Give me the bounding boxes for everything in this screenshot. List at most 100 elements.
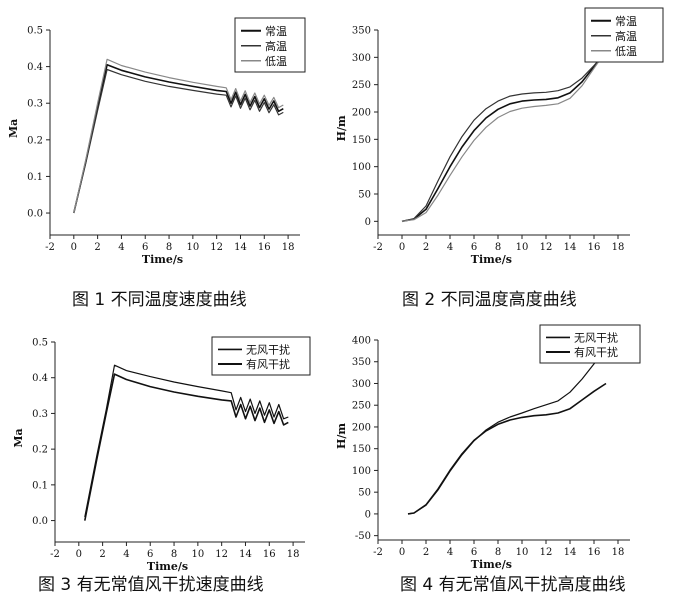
caption-fig3: 图 3 有无常值风干扰速度曲线: [38, 575, 264, 595]
y-tick-label: 300: [352, 379, 371, 390]
legend-box: [211, 336, 311, 376]
legend-label: 常温: [615, 15, 637, 28]
legend-box: [539, 324, 641, 364]
series-line-3: [401, 54, 605, 222]
x-tick-label: 2: [423, 242, 429, 253]
x-axis-label: Time/s: [147, 560, 188, 573]
y-tick-label: 50: [358, 190, 371, 201]
series-line-2: [401, 54, 605, 222]
legend-label: 高温: [615, 29, 637, 43]
y-tick-label: 0.1: [27, 172, 43, 183]
x-tick-label: 12: [215, 549, 228, 560]
x-tick-label: 6: [471, 242, 477, 253]
y-tick-label: 0.5: [32, 338, 48, 349]
legend-label: 低温: [615, 45, 637, 58]
legend-label: 有风干扰: [574, 345, 618, 359]
y-tick-label: 0.1: [32, 480, 48, 491]
x-tick-label: 12: [210, 242, 223, 253]
x-tick-label: 6: [142, 242, 148, 253]
x-tick-label: 16: [258, 242, 271, 253]
y-tick-label: 0.2: [27, 135, 43, 146]
x-tick-label: -2: [373, 547, 383, 558]
x-tick-label: 14: [564, 547, 577, 558]
legend-label: 低温: [265, 55, 287, 68]
chart-2: -2 0 2 4 6 8 10 12 14 16 18 0 50 100 150 200 250 300 350 Ti…: [335, 7, 664, 266]
x-tick-label: 8: [171, 549, 177, 560]
y-axis-label: Ma: [12, 428, 25, 447]
x-tick-label: 8: [166, 242, 172, 253]
x-tick-label: 0: [71, 242, 77, 253]
series-line-2: [84, 373, 289, 521]
caption-fig2: 图 2 不同温度高度曲线: [402, 290, 577, 310]
x-tick-label: 16: [588, 547, 601, 558]
y-tick-label: 50: [358, 488, 371, 499]
series-line-2: [407, 382, 607, 515]
chart-3: -2 0 2 4 6 8 10 12 14 16 18 0.0 0.1 0.2 0.3 0.4 0.5 Time/…: [12, 336, 311, 573]
x-tick-label: 10: [191, 549, 204, 560]
y-tick-label: 150: [352, 135, 371, 146]
y-tick-label: 350: [352, 26, 371, 37]
x-tick-label: 18: [612, 547, 625, 558]
y-tick-label: 200: [352, 422, 371, 433]
y-tick-label: 0.3: [32, 409, 48, 420]
legend-label: 常温: [265, 25, 287, 38]
x-tick-label: 12: [540, 242, 553, 253]
x-tick-label: 18: [287, 549, 300, 560]
x-tick-label: 4: [123, 549, 129, 560]
y-tick-label: 0: [365, 217, 371, 228]
y-axis-label: H/m: [335, 115, 348, 141]
legend-label: 无风干扰: [246, 342, 290, 356]
x-tick-label: 10: [516, 547, 529, 558]
y-tick-label: 0.0: [32, 516, 48, 527]
x-tick-label: 12: [540, 547, 553, 558]
x-tick-label: 4: [447, 242, 453, 253]
legend-label: 无风干扰: [574, 330, 618, 344]
series-line-1: [73, 64, 284, 214]
series-line-3: [73, 58, 284, 214]
y-tick-label: 0.0: [27, 209, 43, 220]
series-line-2: [73, 68, 284, 214]
x-tick-label: -2: [45, 242, 55, 253]
y-tick-label: 300: [352, 53, 371, 64]
x-tick-label: 8: [495, 547, 501, 558]
x-tick-label: 16: [588, 242, 601, 253]
y-tick-label: 0.2: [32, 445, 48, 456]
legend-label: 高温: [265, 39, 287, 53]
x-tick-label: 14: [564, 242, 577, 253]
y-tick-label: 100: [352, 162, 371, 173]
x-tick-label: 14: [234, 242, 247, 253]
series-line-1: [84, 364, 289, 518]
y-axis-label: H/m: [335, 423, 348, 449]
y-tick-label: 250: [352, 401, 371, 412]
y-tick-label: 200: [352, 108, 371, 119]
chart-1: -2 0 2 4 6 8 10 12 14 16 18 0.0 0.1 0.2 0.3 0.4 0.5 Time/…: [7, 17, 306, 266]
x-tick-label: 0: [399, 242, 405, 253]
x-tick-label: 8: [495, 242, 501, 253]
caption-fig4: 图 4 有无常值风干扰高度曲线: [400, 575, 626, 595]
x-tick-label: -2: [373, 242, 383, 253]
x-axis-label: Time/s: [471, 558, 512, 571]
x-tick-label: 2: [99, 549, 105, 560]
x-tick-label: 0: [76, 549, 82, 560]
y-tick-label: 0.4: [32, 373, 48, 384]
x-tick-label: 0: [399, 547, 405, 558]
y-tick-label: 0: [365, 509, 371, 520]
series-line-1: [401, 54, 605, 223]
chart-4: -2 0 2 4 6 8 10 12 14 16 18 -50 0 50 100 150 200 250 300 35…: [335, 324, 641, 571]
x-axis-label: Time/s: [142, 253, 183, 266]
y-axis-label: Ma: [7, 119, 20, 138]
x-tick-label: 6: [147, 549, 153, 560]
legend-label: 有风干扰: [246, 357, 290, 371]
y-tick-label: 0.5: [27, 26, 43, 37]
y-tick-label: -50: [355, 531, 371, 542]
y-tick-label: 350: [352, 357, 371, 368]
x-tick-label: 16: [263, 549, 276, 560]
x-tick-label: 2: [94, 242, 100, 253]
x-tick-label: 6: [471, 547, 477, 558]
x-tick-label: -2: [50, 549, 60, 560]
